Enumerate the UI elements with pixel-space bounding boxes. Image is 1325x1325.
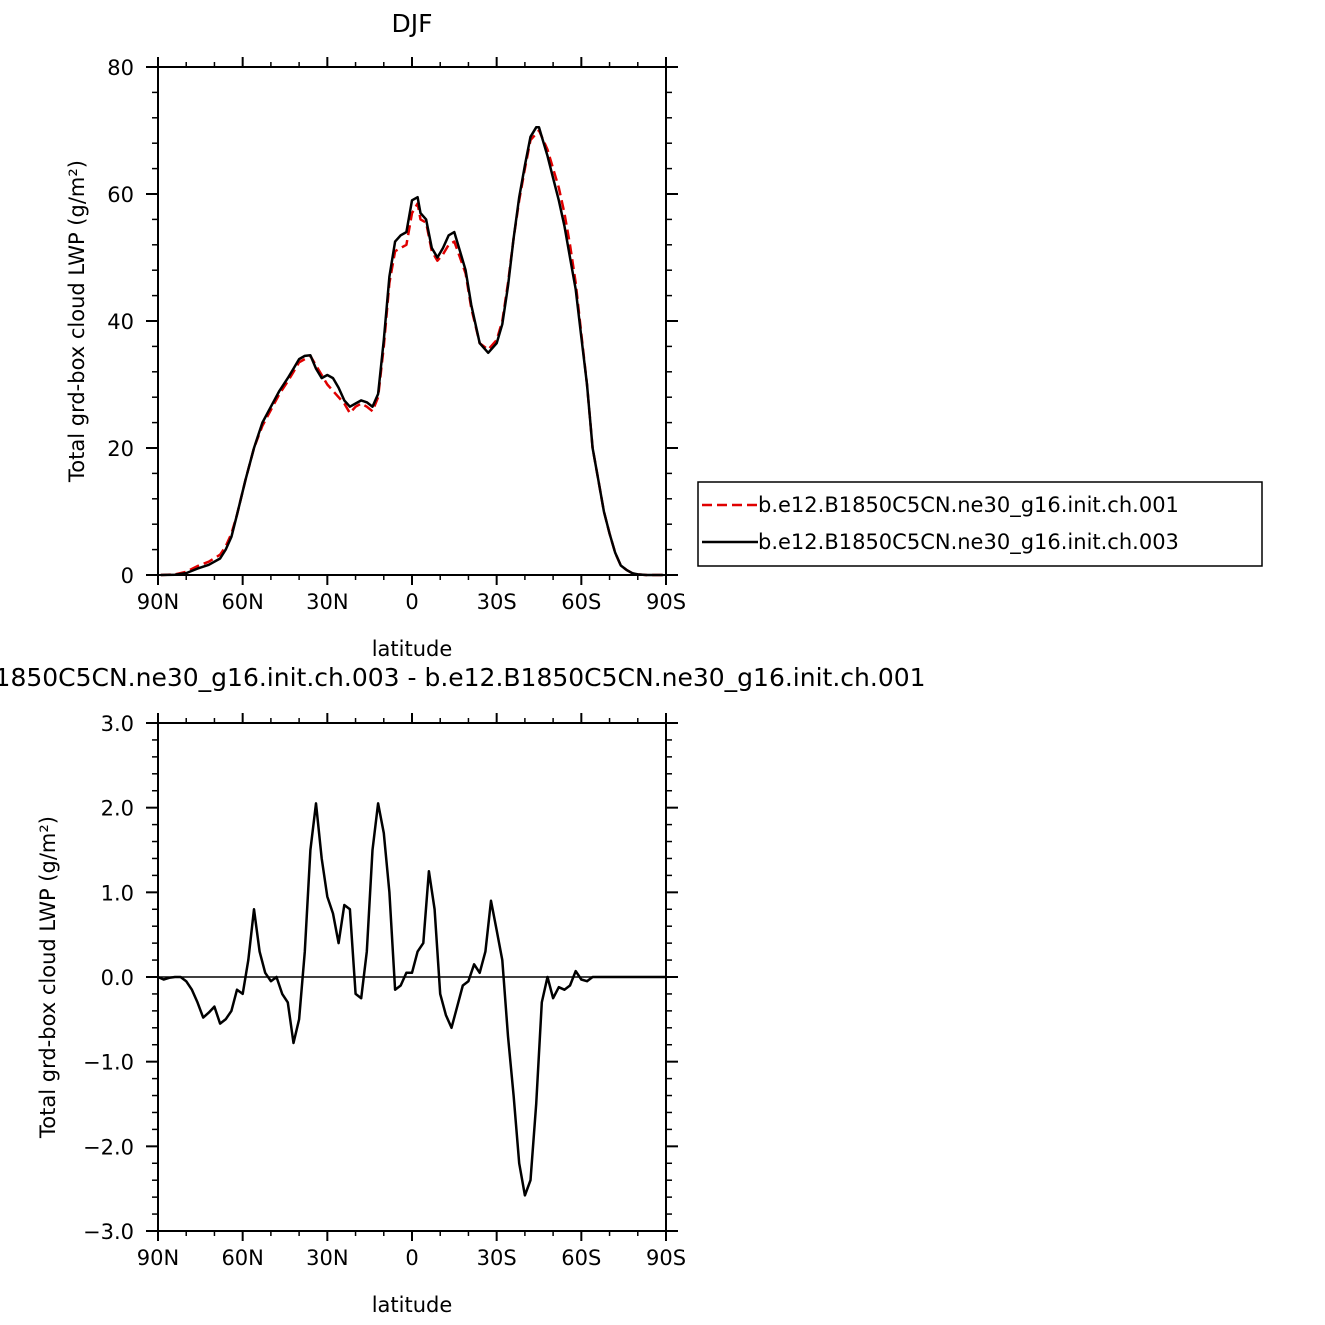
bottom-x-tick-label: 60N: [221, 1246, 263, 1270]
bottom-y-tick-label: 0.0: [101, 966, 134, 990]
panel-bottom-chart: b.e12.B1850C5CN.ne30_g16.init.ch.003 - b…: [0, 663, 926, 1317]
legend-label-001: b.e12.B1850C5CN.ne30_g16.init.ch.001: [758, 493, 1179, 518]
top-x-axis-label: latitude: [372, 637, 453, 661]
bottom-y-tick-label: 2.0: [101, 797, 134, 821]
bottom-y-tick-label: 3.0: [101, 712, 134, 736]
bottom-x-tick-label: 30N: [306, 1246, 348, 1270]
bottom-y-axis-label: Total grd-box cloud LWP (g/m²): [36, 816, 60, 1139]
top-y-tick-label: 20: [107, 437, 134, 461]
bottom-x-axis-label: latitude: [372, 1293, 453, 1317]
bottom-x-tick-label: 90N: [137, 1246, 179, 1270]
top-y-tick-label: 0: [121, 564, 134, 588]
bottom-chart-title: b.e12.B1850C5CN.ne30_g16.init.ch.003 - b…: [0, 663, 926, 692]
bottom-series-line-0: [157, 802, 666, 1197]
top-x-tick-label: 90S: [646, 590, 686, 614]
legend-label-003: b.e12.B1850C5CN.ne30_g16.init.ch.003: [758, 530, 1179, 555]
bottom-y-tick-label: −3.0: [83, 1220, 134, 1244]
top-y-tick-label: 60: [107, 183, 134, 207]
bottom-series-lines: [157, 802, 666, 1197]
top-x-tick-label: 0: [405, 590, 418, 614]
bottom-axis-ticks: 90N 60N 30N 0 30S 60S 90S −3.0 −2.0 −1.0 0.0 1.0 2.0…: [83, 712, 686, 1270]
top-x-tick-label: 90N: [137, 590, 179, 614]
top-axis-ticks: 90N 60N 30N 0 30S 60S 90S 0 20 40 60 80: [107, 56, 686, 614]
top-x-tick-label: 60N: [221, 590, 263, 614]
bottom-x-tick-label: 60S: [561, 1246, 601, 1270]
legend-box: [697, 481, 1263, 567]
top-series-line-1: [160, 126, 664, 577]
panel-top-chart: DJF Total grd-box cloud LWP (g/m²) latit…: [65, 9, 686, 661]
top-chart-title: DJF: [391, 9, 432, 38]
top-x-tick-label: 30S: [477, 590, 517, 614]
top-x-tick-label: 60S: [561, 590, 601, 614]
top-series-lines: [160, 126, 664, 577]
bottom-y-tick-label: 1.0: [101, 881, 134, 905]
top-y-tick-label: 80: [107, 56, 134, 80]
top-y-axis-label: Total grd-box cloud LWP (g/m²): [65, 160, 89, 483]
bottom-y-tick-label: −2.0: [83, 1135, 134, 1159]
top-y-tick-label: 40: [107, 310, 134, 334]
bottom-plot-frame: [157, 722, 667, 1232]
legend: b.e12.B1850C5CN.ne30_g16.init.ch.001 b.e…: [697, 481, 1263, 567]
bottom-x-tick-label: 90S: [646, 1246, 686, 1270]
top-x-tick-label: 30N: [306, 590, 348, 614]
bottom-x-tick-label: 30S: [477, 1246, 517, 1270]
bottom-x-tick-label: 0: [405, 1246, 418, 1270]
bottom-y-tick-label: −1.0: [83, 1051, 134, 1075]
top-series-line-0: [160, 129, 664, 577]
top-plot-frame: [157, 66, 667, 576]
